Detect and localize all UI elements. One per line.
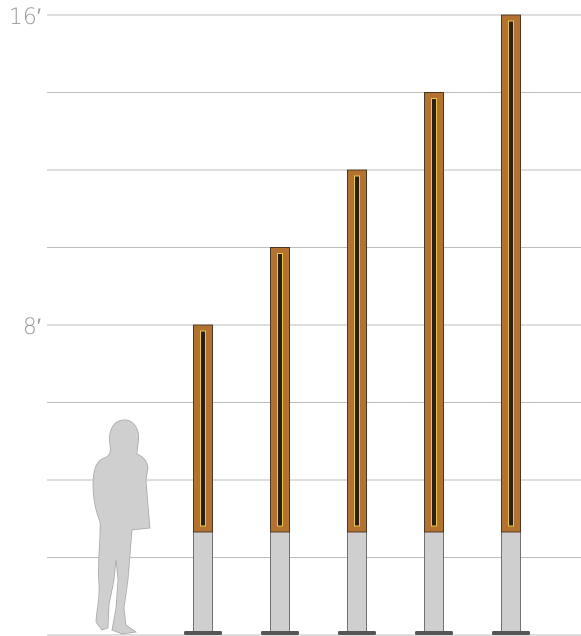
base-plate bbox=[184, 631, 222, 635]
base-plate bbox=[492, 631, 530, 635]
light-slot bbox=[508, 20, 514, 527]
y-tick-label: 16′ bbox=[9, 5, 41, 30]
light-slot bbox=[354, 175, 360, 527]
base-plate bbox=[338, 631, 376, 635]
light-slot bbox=[431, 98, 437, 527]
person-silhouette bbox=[92, 419, 151, 635]
base-plate bbox=[261, 631, 299, 635]
base-plate bbox=[415, 631, 453, 635]
light-slot bbox=[277, 253, 283, 527]
light-slot bbox=[200, 330, 206, 527]
y-tick-label: 8′ bbox=[23, 315, 41, 340]
